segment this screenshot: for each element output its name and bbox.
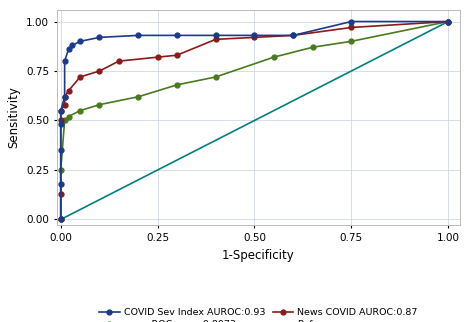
news ROC area: 0.8073: (0.05, 0.55): 0.8073: (0.05, 0.55) — [77, 109, 83, 112]
News COVID AUROC:0.87 — [116, 59, 122, 63]
Legend: COVID Sev Index AUROC:0.93, news ROC area: 0.8073, News COVID AUROC:0.87, Refere: COVID Sev Index AUROC:0.93, news ROC are… — [95, 305, 421, 322]
News COVID AUROC:0.87 — [174, 53, 180, 57]
News COVID AUROC:0.87 — [445, 20, 451, 24]
COVID Sev Index AUROC:0.93 — [445, 20, 451, 24]
COVID Sev Index AUROC:0.93 — [58, 182, 64, 186]
News COVID AUROC:0.87 — [58, 118, 64, 122]
COVID Sev Index AUROC:0.93 — [58, 109, 64, 112]
news ROC area: 0.8073: (0.55, 0.82): 0.8073: (0.55, 0.82) — [271, 55, 277, 59]
news ROC area: 0.8073: (0.75, 0.9): 0.8073: (0.75, 0.9) — [348, 39, 354, 43]
COVID Sev Index AUROC:0.93 — [58, 123, 64, 127]
COVID Sev Index AUROC:0.93 — [77, 39, 83, 43]
News COVID AUROC:0.87 — [348, 25, 354, 29]
News COVID AUROC:0.87 — [66, 89, 72, 93]
news ROC area: 0.8073: (0.02, 0.52): 0.8073: (0.02, 0.52) — [66, 115, 72, 118]
COVID Sev Index AUROC:0.93 — [348, 20, 354, 24]
News COVID AUROC:0.87 — [213, 37, 219, 41]
COVID Sev Index AUROC:0.93 — [174, 33, 180, 37]
News COVID AUROC:0.87 — [62, 95, 67, 99]
news ROC area: 0.8073: (0.01, 0.5): 0.8073: (0.01, 0.5) — [62, 118, 67, 122]
news ROC area: 0.8073: (0.2, 0.62): 0.8073: (0.2, 0.62) — [136, 95, 141, 99]
News COVID AUROC:0.87 — [58, 218, 64, 222]
Y-axis label: Sensitivity: Sensitivity — [8, 87, 20, 148]
News COVID AUROC:0.87 — [291, 33, 296, 37]
News COVID AUROC:0.87 — [77, 75, 83, 79]
News COVID AUROC:0.87 — [155, 55, 160, 59]
COVID Sev Index AUROC:0.93 — [66, 47, 72, 51]
COVID Sev Index AUROC:0.93 — [291, 33, 296, 37]
COVID Sev Index AUROC:0.93 — [62, 95, 67, 99]
X-axis label: 1-Specificity: 1-Specificity — [222, 249, 295, 261]
News COVID AUROC:0.87 — [62, 103, 67, 107]
news ROC area: 0.8073: (0.1, 0.58): 0.8073: (0.1, 0.58) — [97, 103, 102, 107]
news ROC area: 0.8073: (0, 0): 0.8073: (0, 0) — [58, 218, 64, 222]
news ROC area: 0.8073: (1, 1): 0.8073: (1, 1) — [445, 20, 451, 24]
COVID Sev Index AUROC:0.93 — [58, 148, 64, 152]
News COVID AUROC:0.87 — [97, 69, 102, 73]
COVID Sev Index AUROC:0.93 — [136, 33, 141, 37]
COVID Sev Index AUROC:0.93 — [97, 35, 102, 39]
news ROC area: 0.8073: (0.65, 0.87): 0.8073: (0.65, 0.87) — [310, 45, 315, 49]
news ROC area: 0.8073: (0.4, 0.72): 0.8073: (0.4, 0.72) — [213, 75, 219, 79]
COVID Sev Index AUROC:0.93 — [62, 59, 67, 63]
Line: COVID Sev Index AUROC:0.93: COVID Sev Index AUROC:0.93 — [58, 19, 451, 222]
News COVID AUROC:0.87 — [58, 192, 64, 196]
COVID Sev Index AUROC:0.93 — [70, 43, 75, 47]
COVID Sev Index AUROC:0.93 — [213, 33, 219, 37]
Line: news ROC area: 0.8073: news ROC area: 0.8073 — [58, 19, 451, 222]
news ROC area: 0.8073: (0, 0.25): 0.8073: (0, 0.25) — [58, 168, 64, 172]
COVID Sev Index AUROC:0.93 — [252, 33, 257, 37]
news ROC area: 0.8073: (0.3, 0.68): 0.8073: (0.3, 0.68) — [174, 83, 180, 87]
News COVID AUROC:0.87 — [58, 109, 64, 112]
COVID Sev Index AUROC:0.93 — [58, 218, 64, 222]
Line: News COVID AUROC:0.87: News COVID AUROC:0.87 — [58, 19, 451, 222]
News COVID AUROC:0.87 — [252, 35, 257, 39]
